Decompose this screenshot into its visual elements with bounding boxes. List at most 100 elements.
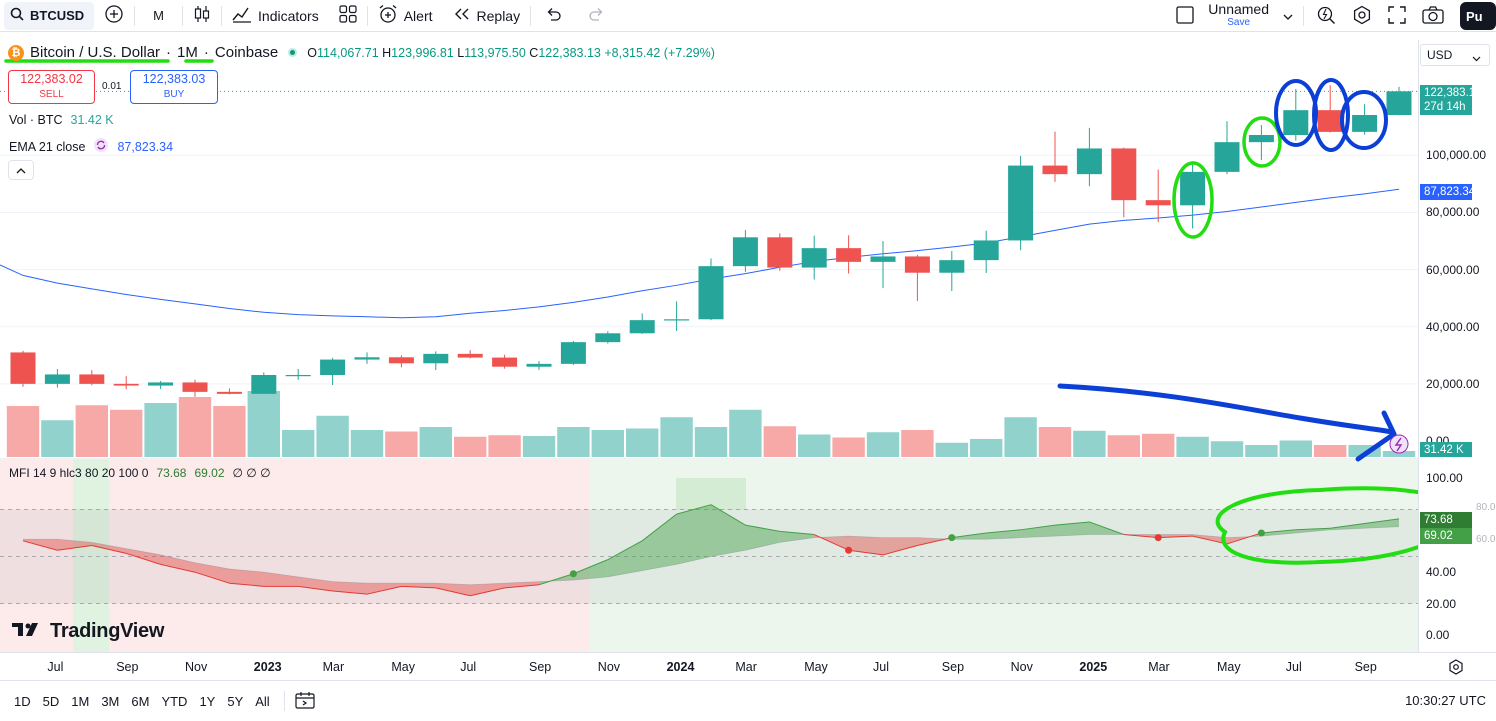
range-button-3m[interactable]: 3M — [101, 693, 120, 709]
mfi-fill-segment — [986, 529, 1021, 540]
redo-button[interactable] — [575, 0, 619, 32]
range-button-1y[interactable]: 1Y — [199, 693, 216, 709]
publish-button[interactable]: Pu — [1460, 2, 1496, 30]
mfi-line-segment — [229, 582, 264, 587]
divider — [530, 5, 532, 26]
undo-button[interactable] — [531, 0, 575, 32]
axis-settings-icon[interactable] — [1448, 659, 1464, 678]
time-axis-label: Nov — [1010, 660, 1033, 674]
mfi-line-segment — [1226, 532, 1262, 545]
ema-label: EMA 21 close — [9, 139, 86, 154]
mfi-cross-dot — [845, 546, 853, 554]
price-axis[interactable] — [1418, 40, 1496, 652]
legend-exchange: Coinbase — [214, 44, 279, 61]
volume-legend[interactable]: Vol · BTC 31.42 K — [9, 113, 114, 127]
replay-label: Replay — [476, 7, 521, 24]
toolbar-right: Unnamed Save — [1166, 0, 1496, 32]
collapse-legend-button[interactable] — [8, 160, 34, 180]
mfi-line-segment — [676, 504, 712, 515]
layout-select-button[interactable]: Unnamed Save — [1166, 0, 1303, 32]
volume-bar — [591, 430, 624, 457]
time-axis-label: May — [391, 660, 416, 674]
mfi-empty-values: ∅ ∅ ∅ — [232, 466, 271, 480]
chevron-up-icon — [16, 167, 26, 173]
divider — [283, 691, 285, 711]
candle-body — [148, 382, 174, 386]
templates-button[interactable] — [329, 0, 367, 32]
candle-body — [732, 237, 758, 267]
buy-button[interactable]: 122,383.03 BUY — [130, 70, 218, 104]
range-button-ytd[interactable]: YTD — [161, 693, 188, 709]
bitcoin-icon: ₿ — [8, 44, 24, 61]
mfi-line-segment — [160, 563, 196, 573]
candle-body — [216, 391, 242, 394]
candle-body — [560, 342, 586, 364]
mfi-fill-segment — [745, 525, 780, 551]
mfi-fill-segment — [57, 539, 92, 551]
mfi-line-segment — [1123, 534, 1159, 539]
goto-date-button[interactable] — [295, 691, 315, 712]
interval-button[interactable]: M — [153, 8, 165, 23]
indicators-button[interactable]: Indicators — [222, 0, 329, 32]
chart-canvas[interactable] — [0, 40, 1418, 652]
mfi-cross-dot — [569, 570, 577, 578]
time-axis-label: Sep — [941, 660, 965, 674]
mfi-line-segment — [1192, 535, 1228, 545]
compare-button[interactable] — [94, 0, 134, 32]
range-button-5y[interactable]: 5Y — [227, 693, 244, 709]
range-button-1d[interactable]: 1D — [14, 693, 31, 709]
volume-bar — [901, 430, 934, 457]
candle-body — [354, 357, 380, 360]
ema-legend[interactable]: EMA 21 close 87,823.34 — [9, 137, 173, 156]
alert-button[interactable]: Alert — [368, 0, 443, 32]
clock-utc[interactable]: 10:30:27 UTC — [1405, 693, 1486, 708]
range-button-6m[interactable]: 6M — [131, 693, 150, 709]
candle-body — [182, 382, 208, 392]
volume-bar — [729, 409, 762, 457]
date-ranges: 1D 5D 1M 3M 6M YTD 1Y 5Y All — [8, 694, 276, 709]
mfi-fill-segment — [401, 583, 436, 588]
volume-bar — [1245, 445, 1278, 457]
symbol-title[interactable]: Bitcoin / U.S. Dollar — [30, 44, 161, 61]
layout-name: Unnamed Save — [1208, 2, 1269, 29]
chart-type-button[interactable] — [183, 0, 221, 32]
mfi-line-segment — [1158, 535, 1193, 539]
symbol-search-button[interactable]: BTCUSD — [4, 1, 95, 30]
gear-icon — [1352, 5, 1372, 28]
candle-body — [1008, 165, 1034, 241]
sell-button[interactable]: 122,383.02 SELL — [8, 70, 95, 104]
divider — [1303, 6, 1304, 26]
volume-bar — [832, 437, 865, 457]
mfi-cross-dot — [948, 534, 956, 542]
tradingview-logo[interactable]: TradingView — [12, 620, 164, 643]
mfi-line-segment — [504, 584, 540, 589]
fullscreen-icon — [1388, 5, 1406, 27]
time-axis[interactable]: Jul Sep Nov 2023 Mar May Jul Sep Nov 2024 Mar May Ju… — [0, 652, 1496, 680]
range-button-5d[interactable]: 5D — [42, 693, 60, 709]
market-open-indicator — [288, 48, 298, 57]
volume-bar — [866, 432, 900, 457]
fullscreen-button[interactable] — [1380, 0, 1414, 32]
mfi-line-segment — [1054, 521, 1090, 526]
currency-selector[interactable]: USD — [1420, 44, 1490, 66]
time-axis-label: 2023 — [253, 660, 282, 674]
candle-body — [79, 374, 105, 384]
divider — [182, 5, 184, 26]
settings-button[interactable] — [1344, 0, 1380, 32]
green-circle-mark — [1215, 486, 1418, 565]
quick-search-button[interactable] — [1304, 0, 1344, 32]
mfi-legend[interactable]: MFI 14 9 hlc3 80 20 100 0 73.68 69.02 ∅ … — [9, 466, 271, 480]
snapshot-button[interactable] — [1414, 0, 1452, 32]
replay-button[interactable]: Replay — [443, 0, 531, 32]
volume-bar — [419, 427, 452, 457]
mfi-axis-label: 0.00 — [1426, 628, 1450, 642]
range-button-1m[interactable]: 1M — [71, 693, 90, 709]
mfi-line-segment — [470, 587, 505, 597]
range-button-all[interactable]: All — [255, 693, 270, 709]
top-toolbar: BTCUSD M Indicators — [0, 0, 1496, 32]
volume-label: Vol · BTC — [9, 113, 63, 127]
mfi-line-segment — [745, 524, 780, 532]
mfi-line-segment — [1020, 524, 1056, 531]
candle-body — [1145, 200, 1171, 206]
buy-label: BUY — [163, 89, 185, 100]
